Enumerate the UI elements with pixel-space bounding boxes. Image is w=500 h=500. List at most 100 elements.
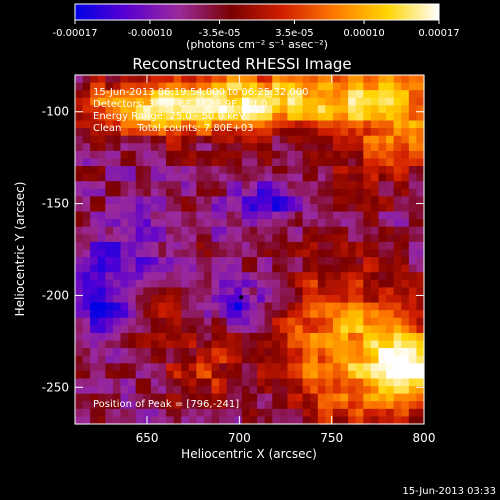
heatmap-cell <box>188 363 197 372</box>
heatmap-cell <box>363 196 372 205</box>
heatmap-cell <box>188 287 197 296</box>
heatmap-cell <box>325 158 334 167</box>
heatmap-cell <box>90 340 99 349</box>
heatmap-cell <box>370 120 380 129</box>
heatmap-cell <box>302 82 311 91</box>
colorbar-unit-label: (photons cm⁻² s⁻¹ asec⁻²) <box>186 38 328 51</box>
heatmap-cell <box>82 181 91 190</box>
heatmap-cell <box>249 166 258 175</box>
heatmap-cell <box>112 332 122 342</box>
heatmap-cell <box>234 203 243 213</box>
heatmap-cell <box>97 158 106 167</box>
heatmap-cell <box>317 241 326 251</box>
heatmap-cell <box>264 416 273 425</box>
heatmap-cell <box>181 128 190 137</box>
heatmap-cell <box>181 340 190 349</box>
heatmap-cell <box>75 75 84 84</box>
heatmap-cell <box>226 279 235 289</box>
heatmap-cell <box>378 75 387 84</box>
heatmap-cell <box>317 128 326 137</box>
heatmap-cell <box>317 416 326 425</box>
heatmap-cell <box>257 75 266 84</box>
heatmap-cell <box>370 295 380 304</box>
heatmap-cell <box>105 302 114 311</box>
heatmap-cell <box>203 317 213 326</box>
heatmap-cell <box>348 355 357 364</box>
heatmap-cell <box>340 363 349 372</box>
heatmap-cell <box>416 393 425 402</box>
heatmap-cell <box>416 90 425 99</box>
heatmap-cell <box>257 348 266 357</box>
heatmap-cell <box>363 135 372 144</box>
heatmap-cell <box>150 249 160 258</box>
heatmap-cell <box>257 279 266 289</box>
heatmap-cell <box>355 325 364 334</box>
heatmap-cell <box>295 393 304 402</box>
heatmap-cell <box>279 128 289 137</box>
heatmap-cell <box>105 211 114 220</box>
heatmap-cell <box>135 196 144 205</box>
heatmap-cell <box>234 105 243 114</box>
heatmap-cell <box>90 416 99 425</box>
heatmap-cell <box>264 234 273 243</box>
heatmap-cell <box>355 196 364 205</box>
heatmap-cell <box>219 150 228 160</box>
heatmap-cell <box>317 287 326 296</box>
heatmap-cell <box>226 158 235 167</box>
heatmap-cell <box>234 386 243 395</box>
heatmap-cell <box>257 264 266 273</box>
heatmap-cell <box>226 120 235 129</box>
heatmap-cell <box>120 378 129 387</box>
heatmap-cell <box>226 181 235 190</box>
heatmap-cell <box>332 332 342 342</box>
heatmap-cell <box>272 219 281 228</box>
heatmap-cell <box>272 370 281 380</box>
heatmap-cell <box>279 219 289 228</box>
heatmap-cell <box>408 325 418 334</box>
heatmap-cell <box>401 340 410 349</box>
heatmap-cell <box>120 317 129 326</box>
heatmap-cell <box>97 287 106 296</box>
heatmap-cell <box>370 203 380 213</box>
heatmap-cell <box>150 257 160 266</box>
heatmap-cell <box>325 401 334 410</box>
heatmap-cell <box>272 188 281 197</box>
heatmap-cell <box>348 348 357 357</box>
heatmap-cell <box>393 82 402 91</box>
heatmap-cell <box>211 302 220 311</box>
heatmap-cell <box>348 310 357 319</box>
heatmap-cell <box>211 295 220 304</box>
heatmap-cell <box>408 219 418 228</box>
heatmap-cell <box>363 348 372 357</box>
heatmap-cell <box>241 340 251 349</box>
heatmap-cell <box>241 188 251 197</box>
heatmap-cell <box>97 90 106 99</box>
heatmap-cell <box>97 295 106 304</box>
heatmap-cell <box>120 257 129 266</box>
heatmap-cell <box>75 317 84 326</box>
heatmap-cell <box>378 234 387 243</box>
heatmap-cell <box>393 264 402 273</box>
heatmap-cell <box>128 310 137 319</box>
heatmap-cell <box>211 120 220 129</box>
heatmap-cell <box>295 325 304 334</box>
heatmap-cell <box>257 378 266 387</box>
heatmap-cell <box>317 75 326 84</box>
heatmap-cell <box>196 264 205 273</box>
heatmap-cell <box>241 378 251 387</box>
heatmap-cell <box>97 272 106 281</box>
heatmap-cell <box>82 363 91 372</box>
heatmap-cell <box>348 401 357 410</box>
heatmap-cell <box>241 211 251 220</box>
heatmap-cell <box>181 150 190 160</box>
heatmap-cell <box>287 143 296 152</box>
heatmap-cell <box>257 332 266 342</box>
heatmap-cell <box>416 401 425 410</box>
heatmap-cell <box>264 211 273 220</box>
heatmap-cell <box>219 128 228 137</box>
heatmap-cell <box>386 135 395 144</box>
heatmap-cell <box>249 143 258 152</box>
heatmap-cell <box>173 97 182 106</box>
heatmap-cell <box>332 112 342 122</box>
heatmap-cell <box>120 302 129 311</box>
